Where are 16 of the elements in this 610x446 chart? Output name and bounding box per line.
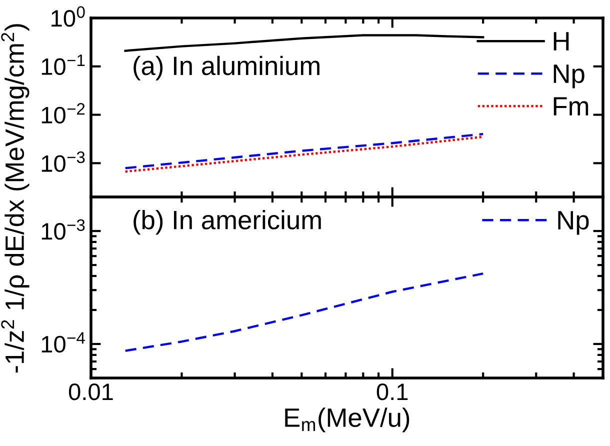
legend-label: H (554, 32, 569, 50)
y-axis-title: -1/z$^{2}$ 1/ρ dE/dx (MeV/mg/cm$^{2}$) (1, 24, 30, 373)
y-tick-label: 10$^{−3}$ (42, 151, 85, 172)
y-tick-label: 10$^{−3}$ (42, 219, 85, 240)
legend-label: Np (558, 211, 589, 235)
x-axis-title: E$_{m}$(MeV/u) (285, 408, 410, 432)
annotation: (b) In americium (134, 210, 321, 235)
x-tick-label: 0.1 (376, 383, 408, 400)
legend-label: Fm (554, 97, 588, 116)
y-tick-label: 10$^{−1}$ (42, 54, 85, 75)
y-tick-label: 10$^{0}$ (52, 6, 85, 27)
y-tick-label: 10$^{−4}$ (42, 332, 85, 353)
y-tick-label: 10$^{−2}$ (42, 103, 85, 124)
annotation: (a) In aluminium (134, 56, 320, 80)
x-tick-label: 0.01 (68, 383, 113, 400)
legend-label: Np (554, 64, 584, 88)
